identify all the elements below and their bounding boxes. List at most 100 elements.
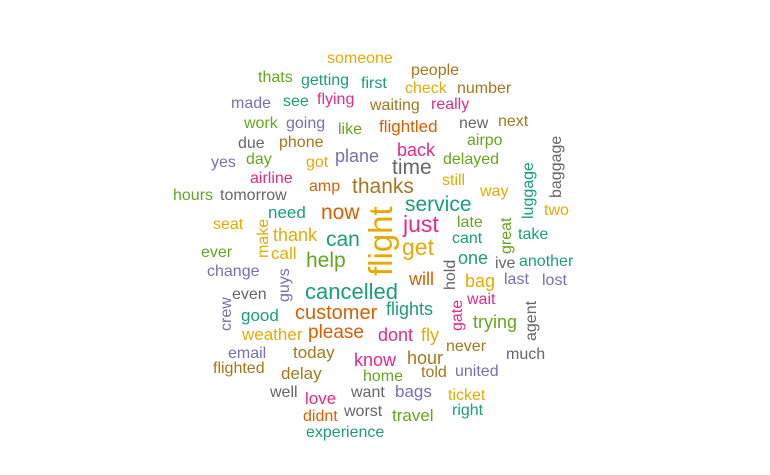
- word-love: love: [305, 389, 337, 408]
- word-like: like: [338, 121, 363, 138]
- word-agent: agent: [523, 300, 540, 341]
- word-please: please: [308, 322, 364, 343]
- word-last: last: [504, 271, 529, 288]
- word-luggage: luggage: [520, 162, 537, 219]
- word-late: late: [457, 214, 483, 231]
- word-ever: ever: [201, 244, 233, 261]
- word-ticket: ticket: [448, 387, 486, 404]
- word-today: today: [293, 343, 335, 362]
- word-never: never: [446, 338, 487, 355]
- word-lost: lost: [542, 272, 567, 289]
- word-made: made: [231, 95, 272, 112]
- word-thanks: thanks: [352, 175, 414, 198]
- word-bag: bag: [465, 271, 496, 291]
- word-didnt: didnt: [303, 408, 338, 425]
- word-wait: wait: [467, 291, 496, 308]
- word-call: call: [271, 244, 297, 263]
- word-really: really: [431, 96, 470, 113]
- word-new: new: [459, 115, 489, 132]
- word-phone: phone: [279, 134, 324, 151]
- word-fly: fly: [421, 325, 439, 345]
- word-hours: hours: [173, 187, 214, 204]
- word-experience: experience: [306, 424, 385, 441]
- word-people: people: [411, 62, 460, 79]
- word-take: take: [518, 226, 549, 243]
- word-flighted: flighted: [213, 360, 265, 377]
- word-waiting: waiting: [370, 97, 420, 114]
- word-first: first: [361, 75, 387, 92]
- word-even: even: [232, 286, 267, 303]
- word-delayed: delayed: [443, 151, 500, 168]
- word-much: much: [506, 346, 546, 363]
- word-need: need: [268, 203, 306, 222]
- word-flights: flights: [386, 299, 434, 319]
- word-two: two: [544, 202, 569, 219]
- word-getting: getting: [301, 72, 350, 89]
- word-want: want: [351, 384, 385, 401]
- word-guys: guys: [276, 268, 293, 302]
- word-time: time: [392, 156, 432, 179]
- word-ive: ive: [495, 255, 516, 272]
- word-see: see: [283, 93, 309, 110]
- word-check: check: [405, 80, 447, 97]
- word-will: will: [409, 269, 434, 289]
- word-due: due: [238, 135, 265, 152]
- word-thats: thats: [258, 69, 293, 86]
- word-cant: cant: [452, 230, 483, 247]
- word-work: work: [244, 115, 278, 132]
- word-flying: flying: [317, 91, 355, 108]
- word-right: right: [452, 402, 484, 419]
- word-get: get: [402, 234, 434, 260]
- word-airline: airline: [250, 170, 293, 187]
- word-travel: travel: [392, 406, 434, 425]
- word-make: make: [255, 218, 272, 258]
- word-going: going: [286, 115, 326, 132]
- word-tomorrow: tomorrow: [220, 187, 287, 204]
- word-can: can: [326, 228, 360, 251]
- word-now: now: [321, 201, 360, 224]
- word-change: change: [207, 263, 260, 280]
- word-next: next: [498, 113, 529, 130]
- word-baggage: baggage: [548, 135, 565, 198]
- word-someone: someone: [327, 50, 393, 67]
- word-got: got: [306, 154, 329, 171]
- word-thank: thank: [273, 225, 318, 245]
- word-hour: hour: [407, 348, 444, 368]
- word-dont: dont: [378, 325, 414, 345]
- word-amp: amp: [309, 178, 341, 195]
- word-still: still: [442, 172, 466, 189]
- word-number: number: [457, 80, 512, 97]
- word-seat: seat: [213, 216, 244, 233]
- word-delay: delay: [281, 364, 322, 383]
- word-weather: weather: [242, 325, 303, 344]
- word-service: service: [405, 193, 472, 216]
- word-flightled: flightled: [379, 117, 438, 136]
- word-told: told: [421, 364, 447, 381]
- word-great: great: [498, 217, 515, 254]
- word-bags: bags: [395, 382, 432, 401]
- word-back: back: [397, 140, 436, 160]
- word-way: way: [480, 183, 509, 200]
- word-gate: gate: [449, 299, 466, 331]
- word-trying: trying: [473, 312, 518, 332]
- word-know: know: [354, 350, 397, 370]
- word-cancelled: cancelled: [305, 279, 398, 304]
- word-one: one: [458, 248, 489, 268]
- word-good: good: [241, 306, 279, 325]
- word-just: just: [403, 211, 439, 237]
- word-flight: flight: [362, 206, 399, 276]
- word-plane: plane: [335, 146, 380, 166]
- word-hold: hold: [442, 259, 459, 290]
- word-airpo: airpo: [467, 132, 503, 149]
- word-help: help: [306, 249, 346, 272]
- word-yes: yes: [211, 154, 236, 171]
- word-day: day: [246, 151, 272, 168]
- word-another: another: [519, 253, 574, 270]
- word-customer: customer: [295, 302, 378, 324]
- word-united: united: [455, 363, 499, 380]
- word-worst: worst: [344, 403, 383, 420]
- word-home: home: [363, 368, 404, 385]
- word-email: email: [228, 345, 267, 362]
- word-well: well: [270, 384, 298, 401]
